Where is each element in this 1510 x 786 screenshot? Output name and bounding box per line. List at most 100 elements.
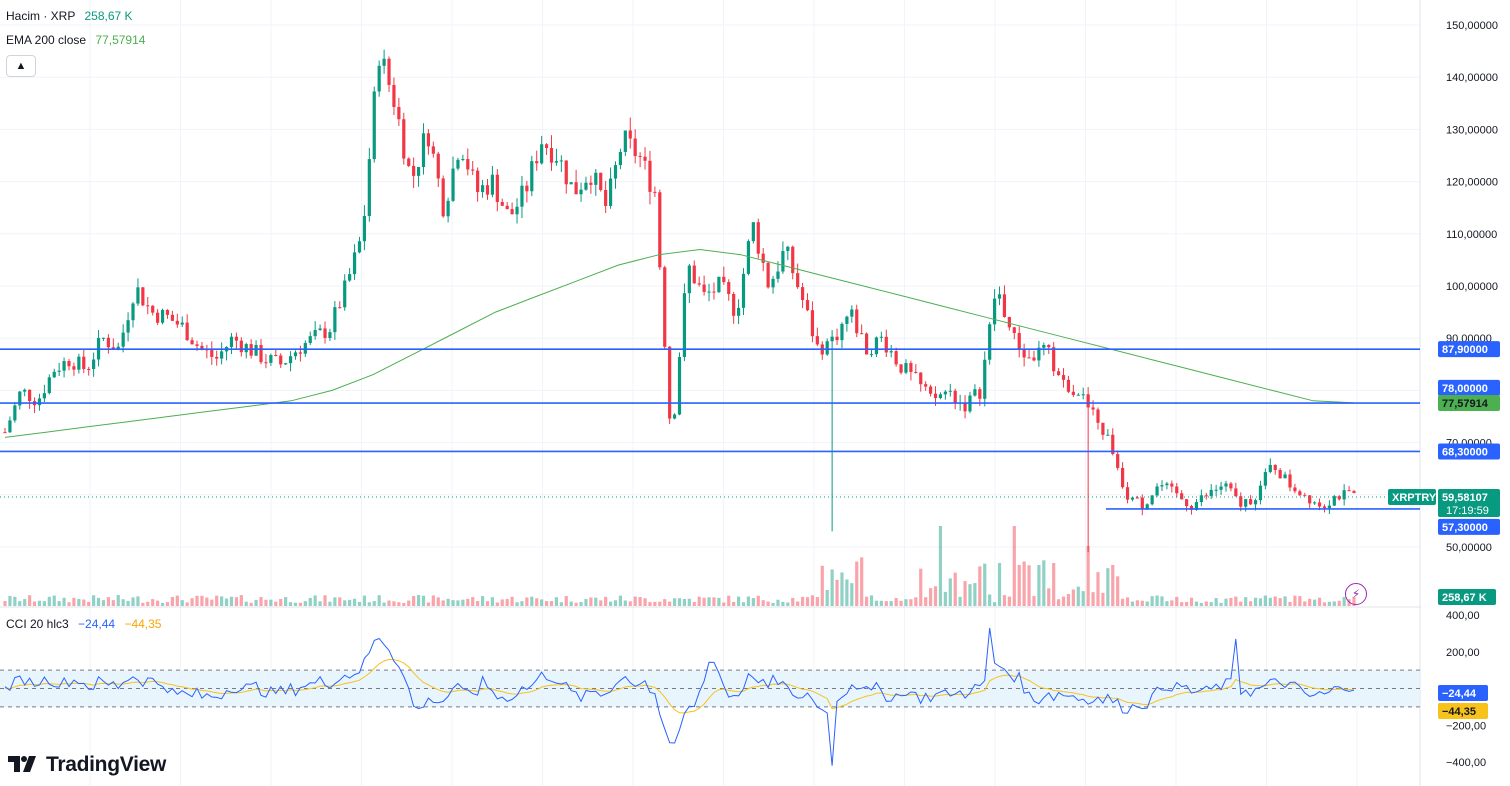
volume-bar: [736, 596, 741, 606]
volume-bar: [8, 595, 12, 606]
candle-body: [264, 362, 268, 364]
candle-body: [786, 246, 790, 252]
volume-bar: [461, 599, 465, 606]
candle-body: [239, 340, 243, 353]
candle-body: [1086, 394, 1090, 408]
candle-body: [116, 346, 120, 350]
candle-body: [869, 354, 874, 356]
volume-bar: [569, 601, 573, 606]
horizontal-levels[interactable]: [0, 348, 1420, 510]
volume-bar: [953, 572, 957, 606]
candle-body: [751, 222, 755, 242]
volume-bar: [687, 598, 691, 606]
volume-bar: [781, 601, 785, 606]
cci-legend-value: −24,44: [78, 617, 116, 631]
candle-body: [1121, 467, 1125, 488]
candle-body: [672, 414, 677, 419]
candle-body: [62, 361, 66, 371]
volume-bar: [766, 601, 770, 606]
volume-bar: [1130, 601, 1135, 606]
candle-body: [298, 352, 303, 354]
ema-200-line: [4, 248, 1355, 438]
volume-bar: [741, 602, 746, 606]
candle-body: [180, 322, 184, 325]
symbol-badge-bg: [1388, 489, 1436, 505]
volume-bar: [663, 599, 667, 606]
volume-bar: [87, 601, 91, 606]
candle-body: [1111, 434, 1115, 455]
collapse-legend-button[interactable]: ▲: [6, 55, 36, 77]
volume-bar: [1239, 601, 1243, 606]
candle-body: [983, 359, 987, 399]
volume-bar: [894, 598, 898, 606]
candle-body: [1209, 489, 1213, 496]
tradingview-logo[interactable]: TradingView: [8, 753, 166, 777]
candle-body: [549, 148, 554, 163]
candle-body: [190, 340, 194, 345]
candle-body: [717, 276, 721, 293]
volume-bar: [456, 600, 460, 606]
ema-legend: EMA 200 close 77,57914: [6, 33, 145, 47]
volume-bar: [983, 563, 987, 606]
candle-body: [1288, 474, 1292, 488]
volume-bar: [564, 596, 568, 606]
candle-body: [510, 209, 514, 215]
candle-body: [1135, 497, 1139, 499]
candle-body: [860, 333, 864, 335]
candle-body: [707, 291, 711, 293]
candle-body: [628, 130, 632, 139]
price-axis[interactable]: 150,00000 140,00000 130,00000 120,00000 110,…: [1388, 0, 1510, 786]
volume-bar: [387, 600, 391, 606]
volume-bar: [348, 599, 352, 606]
volume-bar: [1160, 596, 1164, 606]
candle-body: [490, 174, 495, 195]
volume-bar: [692, 602, 696, 606]
candle-body: [357, 241, 362, 253]
candle-body: [884, 336, 888, 353]
volume-bar: [298, 602, 303, 606]
candle-body: [1327, 505, 1331, 509]
volume-bar: [855, 561, 859, 606]
volume-bar: [869, 595, 874, 606]
volume-bar: [249, 602, 253, 606]
volume-bar: [279, 598, 283, 606]
candle-body: [402, 119, 406, 159]
volume-bar: [820, 565, 824, 606]
volume-bar: [860, 557, 864, 606]
ema-legend-value: 77,57914: [95, 33, 146, 47]
candle-body: [1175, 486, 1179, 494]
candle-body: [348, 274, 352, 281]
candle-body: [220, 351, 224, 359]
volume-bar: [224, 598, 229, 606]
candle-body: [269, 355, 273, 363]
volume-bar: [520, 601, 524, 606]
candle-body: [284, 363, 288, 365]
volume-bar: [919, 568, 923, 606]
candle-body: [1337, 496, 1341, 500]
candle-body: [392, 84, 396, 107]
candle-body: [476, 170, 480, 193]
volume-badge: 258,67 K: [1442, 592, 1487, 604]
candle-body: [643, 156, 647, 161]
candle-body: [308, 336, 312, 343]
price-tick-label: 140,00000: [1446, 72, 1498, 84]
candle-body: [121, 332, 125, 347]
volume-bar: [1268, 597, 1272, 606]
ema-badge-bg: [1438, 395, 1500, 412]
candle-body: [633, 138, 637, 157]
bolt-icon[interactable]: ⚡: [1345, 583, 1367, 605]
candle-body: [151, 305, 155, 313]
candle-body: [1052, 347, 1056, 372]
candle-body: [416, 167, 421, 176]
volume-bar: [402, 602, 406, 606]
candle-body: [988, 324, 992, 360]
volume-bar: [1204, 601, 1208, 606]
volume-bar: [190, 598, 194, 606]
candle-body: [1293, 487, 1297, 492]
volume-bar: [997, 562, 1002, 606]
candle-body: [372, 91, 376, 160]
volume-bar: [1194, 601, 1199, 606]
volume-bar: [1032, 596, 1036, 606]
volume-bar: [1042, 560, 1046, 606]
